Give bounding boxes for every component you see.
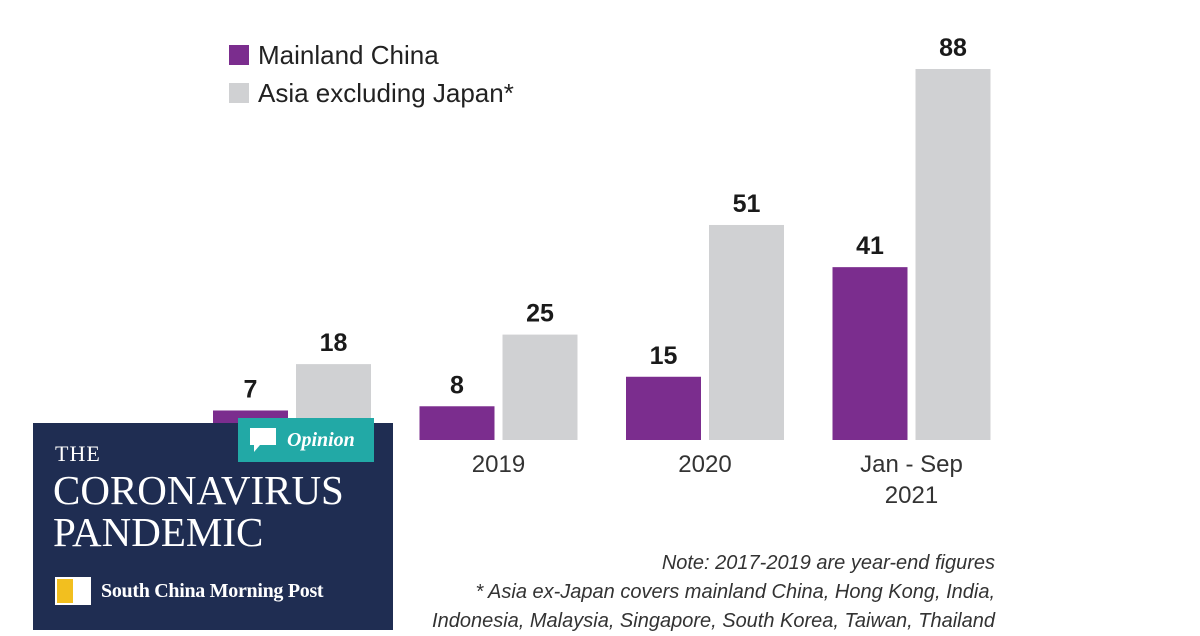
headline-line-2: PANDEMIC bbox=[53, 509, 264, 555]
data-label-1-0: 18 bbox=[320, 329, 348, 357]
bar-0-2 bbox=[626, 376, 701, 440]
bar-1-3 bbox=[915, 69, 991, 440]
brand-name: South China Morning Post bbox=[101, 579, 324, 602]
x-tick-label-3: Jan - Sep 2021 bbox=[860, 451, 963, 509]
scmp-logo-icon bbox=[55, 577, 91, 605]
data-label-1-1: 25 bbox=[526, 300, 554, 328]
note-asia-definition-2: Indonesia, Malaysia, Singapore, South Ko… bbox=[432, 610, 995, 632]
brand-lockup: South China Morning Post bbox=[55, 577, 324, 605]
x-tick-label-2: 2020 bbox=[678, 451, 731, 478]
data-label-0-2: 15 bbox=[650, 342, 678, 370]
data-label-0-3: 41 bbox=[856, 232, 884, 260]
series-banner[interactable]: THE CORONAVIRUS PANDEMIC South China Mor… bbox=[33, 423, 393, 630]
data-label-0-1: 8 bbox=[450, 371, 464, 399]
opinion-badge[interactable]: Opinion bbox=[238, 418, 374, 462]
data-label-1-3: 88 bbox=[939, 34, 967, 62]
legend-item-asia-ex-japan: Asia excluding Japan* bbox=[229, 74, 514, 112]
legend-label-asia-ex-japan: Asia excluding Japan* bbox=[258, 77, 514, 108]
legend-swatch-mainland-china bbox=[229, 45, 249, 65]
bar-0-3 bbox=[832, 267, 908, 440]
chart-legend: Mainland China Asia excluding Japan* bbox=[229, 36, 514, 112]
x-tick-label-1: 2019 bbox=[472, 451, 525, 478]
banner-kicker: THE bbox=[55, 441, 101, 466]
opinion-label: Opinion bbox=[287, 428, 355, 451]
legend-label-mainland-china: Mainland China bbox=[258, 39, 439, 70]
legend-swatch-asia-ex-japan bbox=[229, 83, 249, 103]
bar-0-1 bbox=[419, 406, 495, 440]
chart-notes: Note: 2017-2019 are year-end figures * A… bbox=[432, 549, 995, 636]
legend-item-mainland-china: Mainland China bbox=[229, 36, 514, 74]
bar-1-1 bbox=[502, 334, 578, 440]
headline-line-1: CORONAVIRUS bbox=[53, 467, 344, 513]
banner-headline: CORONAVIRUS PANDEMIC bbox=[53, 469, 344, 553]
note-year-end: Note: 2017-2019 are year-end figures bbox=[661, 552, 995, 574]
bar-1-2 bbox=[709, 224, 784, 440]
speech-bubble-icon bbox=[250, 428, 276, 452]
data-label-1-2: 51 bbox=[733, 190, 761, 218]
note-asia-definition-1: * Asia ex-Japan covers mainland China, H… bbox=[475, 581, 995, 603]
data-label-0-0: 7 bbox=[244, 375, 258, 403]
